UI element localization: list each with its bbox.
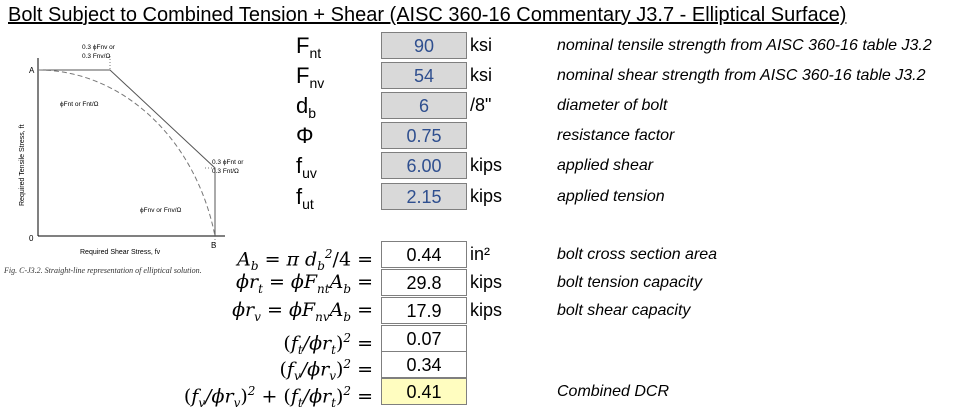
unit-fut: kips xyxy=(470,186,503,206)
output-dcr: 0.41 xyxy=(381,378,467,405)
input-db[interactable]: 6 xyxy=(381,92,467,119)
input-fuv[interactable]: 6.00 xyxy=(381,152,467,179)
top-label-1: 0.3 ϕFnv or xyxy=(82,44,116,51)
unit-phi-rv: kips xyxy=(470,300,503,320)
symbol-db: db xyxy=(296,93,317,121)
figure-caption: Fig. C-J3.2. Straight-line representatio… xyxy=(4,266,202,275)
symbol-fnv: Fnv xyxy=(296,63,325,91)
y-axis-label: Required Tensile Stress, ft xyxy=(19,124,26,206)
unit-ab: in² xyxy=(470,244,491,264)
desc-fnt: nominal tensile strength from AISC 360-1… xyxy=(557,37,932,54)
unit-db: /8" xyxy=(470,95,492,115)
equation-dcr: (fv/ϕrv)2 + (ft/ϕrt)2 = xyxy=(183,384,373,411)
interaction-diagram: A B 0 0.3 ϕFnv or 0.3 Fnv/Ω ϕFnt or Fnt/… xyxy=(10,36,260,281)
input-fnv[interactable]: 54 xyxy=(381,62,467,89)
input-phi[interactable]: 0.75 xyxy=(381,122,467,149)
desc-fuv: applied shear xyxy=(557,157,654,174)
desc-dcr: Combined DCR xyxy=(557,383,670,400)
desc-phi-rv: bolt shear capacity xyxy=(557,302,691,319)
desc-phi-rt: bolt tension capacity xyxy=(557,274,702,291)
output-fv-ratio: 0.34 xyxy=(381,351,467,378)
point-b-label: B xyxy=(211,241,216,250)
desc-fut: applied tension xyxy=(557,188,665,205)
symbol-phi: Φ xyxy=(296,123,314,148)
symbol-fut: fut xyxy=(296,184,314,212)
bottom-label: ϕFnv or Fnv/Ω xyxy=(140,207,182,214)
x-axis-label: Required Shear Stress, fv xyxy=(80,249,161,256)
symbol-fuv: fuv xyxy=(296,153,317,181)
equation-ft-ratio: (ft/ϕrt)2 = xyxy=(283,331,373,358)
desc-ab: bolt cross section area xyxy=(557,246,718,263)
point-a-label: A xyxy=(29,66,35,75)
unit-fnt: ksi xyxy=(470,35,492,55)
equation-phi-rv: ϕrv = ϕFnvAb = xyxy=(232,299,373,324)
output-phi-rv: 17.9 xyxy=(381,297,467,324)
unit-fuv: kips xyxy=(470,155,503,175)
input-fnt[interactable]: 90 xyxy=(381,32,467,59)
input-fut[interactable]: 2.15 xyxy=(381,183,467,210)
desc-phi: resistance factor xyxy=(557,127,675,144)
output-ab: 0.44 xyxy=(381,241,467,268)
output-ft-ratio: 0.07 xyxy=(381,325,467,352)
unit-fnv: ksi xyxy=(470,65,492,85)
top-label-2: 0.3 Fnv/Ω xyxy=(82,53,110,60)
equation-phi-rt: ϕrt = ϕFntAb = xyxy=(236,271,373,296)
equation-ab: Ab = π db2/4 = xyxy=(237,247,373,274)
output-phi-rt: 29.8 xyxy=(381,269,467,296)
unit-phi-rt: kips xyxy=(470,272,503,292)
equation-fv-ratio: (fv/ϕrv)2 = xyxy=(279,357,374,384)
straight-line-curve xyxy=(38,69,216,236)
elliptical-curve xyxy=(37,69,216,237)
left-label: ϕFnt or Fnt/Ω xyxy=(60,101,99,108)
sheet-title: Bolt Subject to Combined Tension + Shear… xyxy=(8,4,847,26)
desc-fnv: nominal shear strength from AISC 360-16 … xyxy=(557,67,926,84)
symbol-fnt: Fnt xyxy=(296,33,322,61)
desc-db: diameter of bolt xyxy=(557,97,668,114)
right-label-1: 0.3 ϕFnt or xyxy=(212,159,244,166)
origin-label: 0 xyxy=(29,234,34,243)
right-label-2: 0.3 Fnt/Ω xyxy=(212,168,239,175)
